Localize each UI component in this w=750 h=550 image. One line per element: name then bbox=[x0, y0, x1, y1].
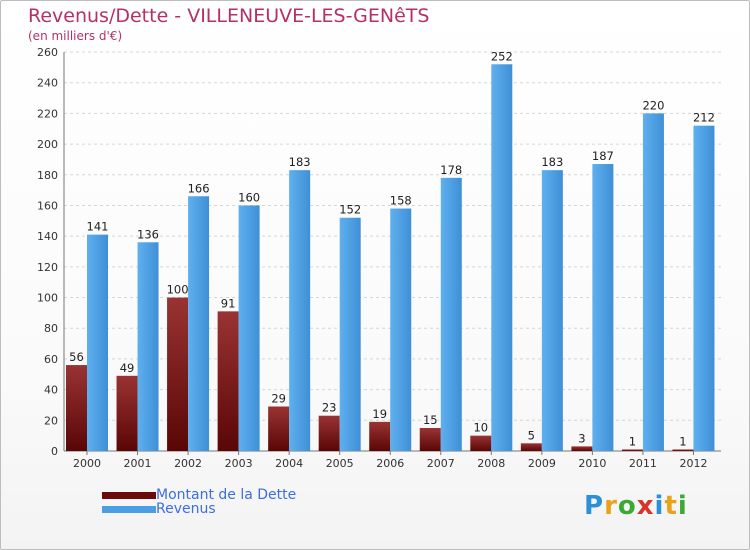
data-label-dette-2000: 56 bbox=[69, 350, 84, 364]
logo-letter: i bbox=[654, 491, 665, 521]
legend-item-revenus: Revenus bbox=[102, 501, 216, 517]
bar-dette-2004 bbox=[268, 406, 290, 451]
data-label-dette-2005: 23 bbox=[322, 401, 337, 415]
data-label-revenus-2010: 187 bbox=[592, 149, 614, 163]
bar-dette-2011 bbox=[621, 449, 643, 451]
bar-revenus-2003 bbox=[238, 205, 260, 451]
y-tick-label: 260 bbox=[37, 46, 58, 59]
bar-dette-2003 bbox=[217, 311, 239, 451]
logo-letter: i bbox=[677, 491, 688, 521]
y-tick-label: 140 bbox=[37, 230, 58, 243]
data-label-dette-2008: 10 bbox=[473, 421, 488, 435]
data-label-revenus-2007: 178 bbox=[440, 163, 462, 177]
y-tick-label: 180 bbox=[37, 169, 58, 182]
bar-dette-2000 bbox=[66, 365, 87, 451]
bar-revenus-2001 bbox=[137, 242, 159, 451]
y-tick-label: 200 bbox=[37, 138, 58, 151]
x-tick-label-2010: 2010 bbox=[578, 457, 606, 470]
data-label-revenus-2011: 220 bbox=[642, 98, 664, 112]
x-tick-label-2002: 2002 bbox=[174, 457, 202, 470]
data-label-revenus-2000: 141 bbox=[87, 220, 109, 234]
data-label-revenus-2012: 212 bbox=[693, 111, 715, 125]
data-label-revenus-2004: 183 bbox=[289, 155, 311, 169]
legend-label-revenus: Revenus bbox=[156, 501, 216, 517]
y-tick-label: 40 bbox=[44, 384, 58, 397]
chart-title: Revenus/Dette - VILLENEUVE-LES-GENêTS bbox=[28, 5, 430, 27]
x-tick-label-2011: 2011 bbox=[629, 457, 657, 470]
x-tick-label-2009: 2009 bbox=[528, 457, 556, 470]
bar-dette-2010 bbox=[571, 446, 593, 451]
x-tick-label-2007: 2007 bbox=[427, 457, 455, 470]
legend-label-dette: Montant de la Dette bbox=[156, 487, 297, 503]
bar-revenus-2008 bbox=[491, 64, 513, 452]
x-tick-label-2004: 2004 bbox=[275, 457, 303, 470]
y-tick-label: 120 bbox=[37, 261, 58, 274]
bar-dette-2002 bbox=[167, 297, 189, 451]
x-tick-label-2008: 2008 bbox=[477, 457, 505, 470]
data-label-revenus-2005: 152 bbox=[339, 203, 361, 217]
data-label-revenus-2003: 160 bbox=[238, 190, 260, 204]
bar-dette-2008 bbox=[470, 435, 492, 451]
data-label-dette-2009: 5 bbox=[528, 428, 535, 442]
bar-revenus-2006 bbox=[390, 208, 412, 451]
data-label-dette-2007: 15 bbox=[423, 413, 438, 427]
y-tick-label: 80 bbox=[44, 322, 58, 335]
bar-revenus-2010 bbox=[592, 164, 614, 451]
data-label-dette-2004: 29 bbox=[271, 391, 286, 405]
x-tick-label-2012: 2012 bbox=[679, 457, 707, 470]
bar-dette-2012 bbox=[672, 449, 694, 451]
bar-revenus-2009 bbox=[541, 170, 563, 451]
x-tick-label-2000: 2000 bbox=[73, 457, 101, 470]
data-label-dette-2003: 91 bbox=[221, 296, 236, 310]
y-tick-label: 60 bbox=[44, 353, 58, 366]
logo-letter: t bbox=[664, 491, 678, 521]
bar-dette-2001 bbox=[116, 375, 138, 451]
bar-revenus-2004 bbox=[289, 170, 311, 451]
logo-letter: r bbox=[604, 491, 618, 521]
legend-item-dette: Montant de la Dette bbox=[102, 487, 296, 503]
data-label-revenus-2008: 252 bbox=[491, 49, 513, 63]
y-tick-label: 100 bbox=[37, 292, 58, 305]
legend-swatch-dette bbox=[102, 491, 156, 499]
y-tick-label: 220 bbox=[37, 107, 58, 120]
data-label-dette-2001: 49 bbox=[120, 361, 135, 375]
logo-letter: o bbox=[617, 491, 637, 521]
data-label-revenus-2009: 183 bbox=[541, 155, 563, 169]
logo-letter: P bbox=[584, 491, 605, 521]
data-label-dette-2012: 1 bbox=[679, 434, 686, 448]
bar-revenus-2012 bbox=[693, 125, 715, 452]
data-label-dette-2002: 100 bbox=[167, 283, 189, 297]
bar-revenus-2005 bbox=[339, 217, 361, 451]
bar-dette-2009 bbox=[520, 443, 542, 451]
y-tick-label: 0 bbox=[51, 445, 58, 458]
bar-revenus-2002 bbox=[188, 196, 210, 451]
y-tick-label: 160 bbox=[37, 199, 58, 212]
legend-swatch-revenus bbox=[102, 505, 156, 513]
bar-dette-2005 bbox=[318, 415, 340, 451]
logo-letter: x bbox=[636, 491, 655, 521]
data-label-revenus-2006: 158 bbox=[390, 194, 412, 208]
data-label-dette-2006: 19 bbox=[372, 407, 387, 421]
bar-revenus-2000 bbox=[87, 234, 108, 451]
bar-dette-2007 bbox=[419, 427, 441, 451]
proxiti-logo: Proxiti bbox=[584, 491, 688, 521]
bar-revenus-2007 bbox=[440, 177, 462, 452]
data-label-dette-2011: 1 bbox=[629, 434, 636, 448]
y-tick-label: 20 bbox=[44, 414, 58, 427]
x-tick-label-2006: 2006 bbox=[376, 457, 404, 470]
y-tick-label: 240 bbox=[37, 77, 58, 90]
x-tick-label-2003: 2003 bbox=[225, 457, 253, 470]
data-label-dette-2010: 3 bbox=[578, 431, 585, 445]
data-label-revenus-2002: 166 bbox=[188, 181, 210, 195]
bar-revenus-2011 bbox=[642, 113, 664, 451]
bar-dette-2006 bbox=[369, 421, 391, 451]
data-label-revenus-2001: 136 bbox=[137, 227, 159, 241]
x-tick-label-2005: 2005 bbox=[326, 457, 354, 470]
x-tick-label-2001: 2001 bbox=[124, 457, 152, 470]
chart-subtitle: (en milliers d'€) bbox=[28, 29, 123, 43]
